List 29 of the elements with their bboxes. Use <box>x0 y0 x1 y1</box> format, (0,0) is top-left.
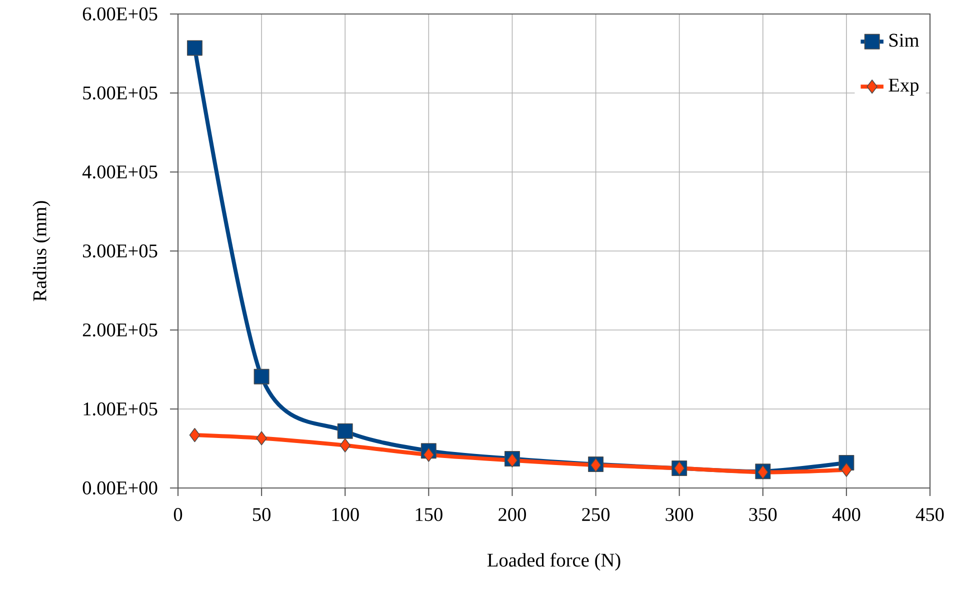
x-axis-title: Loaded force (N) <box>487 552 620 571</box>
x-tick-label: 50 <box>253 508 270 522</box>
x-tick-label: 200 <box>498 508 526 522</box>
point <box>254 368 270 384</box>
point <box>340 438 351 452</box>
point <box>841 462 852 477</box>
x-tick-label: 450 <box>916 508 944 522</box>
y-tick-label: 6.00E+05 <box>82 7 158 21</box>
x-tick-label: 0 <box>174 508 182 522</box>
y-tick-label: 5.00E+05 <box>83 86 158 100</box>
x-tick-label: 100 <box>332 508 359 522</box>
x-tick-label: 350 <box>749 508 777 522</box>
point <box>189 428 200 442</box>
x-tick-label: 400 <box>832 508 860 522</box>
point <box>186 40 202 56</box>
legend-label: Sim <box>889 34 920 47</box>
y-axis-title: Radius (mm) <box>32 201 50 302</box>
point <box>256 431 267 446</box>
x-tick-label: 300 <box>666 508 694 522</box>
legend-label: Exp <box>888 78 919 96</box>
y-tick-label: 0.00E+00 <box>82 481 158 495</box>
x-tick-label: 150 <box>416 508 442 522</box>
y-tick-label: 1.00E+05 <box>84 402 158 416</box>
point <box>337 423 353 439</box>
x-tick-label: 250 <box>582 508 610 522</box>
point <box>423 448 434 462</box>
y-tick-label: 3.00E+05 <box>83 244 158 258</box>
y-tick-label: 2.00E+05 <box>82 323 158 337</box>
y-tick-label: 4.00E+05 <box>82 165 158 179</box>
